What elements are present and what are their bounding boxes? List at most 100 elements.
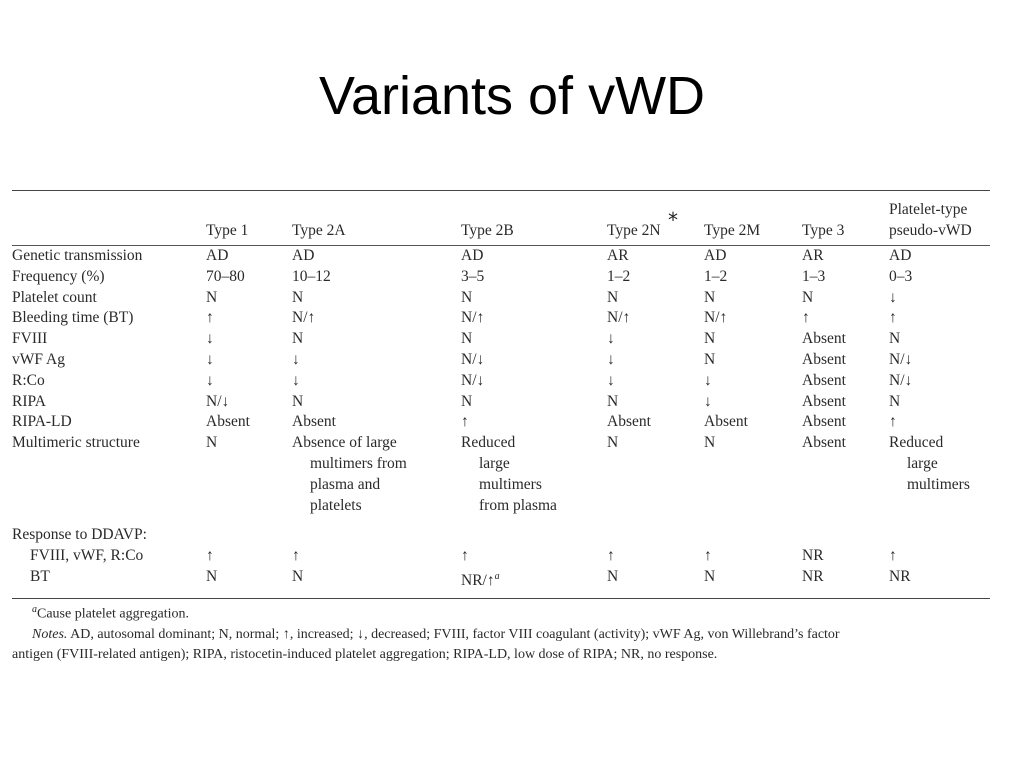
ddavp-bt-type1: N — [206, 567, 218, 585]
cell-type2a: ↑ — [292, 547, 300, 565]
multimeric-type3: Absent — [802, 434, 846, 452]
multimeric-type2b-line: Reduced — [461, 434, 516, 452]
table-row: Frequency (%) 70–80 10–12 3–5 1–2 1–2 1–3 0–3 — [12, 267, 990, 288]
cell-type2b: N — [461, 392, 473, 410]
cell-type2a: ↓ — [292, 371, 300, 389]
cell-type2m: 1–2 — [704, 267, 728, 285]
cell-type1: ↓ — [206, 330, 214, 348]
header-type1: Type 1 — [206, 222, 249, 239]
cell-type2n: ↓ — [607, 371, 615, 389]
table-top-rule — [12, 190, 990, 191]
multimeric-type2a-line: multimers from — [310, 454, 407, 472]
table-row-multimeric: Multimeric structure N Absence of large … — [12, 433, 990, 516]
cell-type1: ↑ — [206, 547, 214, 565]
table-row: FVIII ↓ N N ↓ N Absent N — [12, 329, 990, 350]
cell-platelet: N/↓ — [889, 371, 913, 389]
cell-type1: 70–80 — [206, 267, 245, 285]
cell-type2m: Absent — [704, 413, 748, 431]
multimeric-type2a-line: Absence of large — [292, 434, 397, 452]
multimeric-platelet-line: multimers — [907, 475, 970, 493]
notes-label: Notes. — [32, 626, 68, 642]
multimeric-type2a: Absence of large multimers from plasma a… — [292, 433, 461, 516]
cell-type2m: N — [704, 350, 716, 368]
cell-type1: ↑ — [206, 309, 214, 327]
notes-line1: Notes. AD, autosomal dominant; N, normal… — [12, 625, 1002, 645]
cell-type2n: AR — [607, 247, 629, 264]
footnote-text: Cause platelet aggregation. — [37, 606, 189, 622]
cell-platelet: ↓ — [889, 288, 897, 306]
multimeric-type2b: Reduced large multimers from plasma — [461, 433, 607, 516]
header-platelet-line1: Platelet-type — [889, 201, 968, 218]
table-header-row: Type 1 Type 2A Type 2B Type 2N Type 2M T… — [12, 191, 990, 245]
multimeric-type2b-line: multimers — [479, 475, 542, 493]
header-platelet-type: Platelet-type pseudo-vWD — [889, 191, 990, 245]
slide-title: Variants of vWD — [318, 66, 706, 126]
multimeric-type2b-line: from plasma — [479, 496, 557, 514]
cell-platelet: ↑ — [889, 547, 897, 565]
table-row: Genetic transmission AD AD AD AR AD AR AD — [12, 246, 990, 267]
handwritten-asterisk: * — [668, 208, 678, 232]
multimeric-type2m: N — [704, 434, 716, 452]
cell-type2b: N/↑ — [461, 309, 485, 327]
cell-type3: ↑ — [802, 309, 810, 327]
multimeric-type1: N — [206, 434, 218, 452]
cell-type2n: N — [607, 392, 619, 410]
cell-type2b: N/↓ — [461, 350, 485, 368]
cell-type2a: N — [292, 392, 304, 410]
table-row: vWF Ag ↓ ↓ N/↓ ↓ N Absent N/↓ — [12, 350, 990, 371]
cell-type2n: Absent — [607, 413, 651, 431]
multimeric-platelet-line: large — [907, 454, 938, 472]
notes-text-1: AD, autosomal dominant; N, normal; ↑, in… — [70, 626, 840, 642]
ddavp-bt-platelet: NR — [889, 567, 911, 585]
multimeric-platelet-line: Reduced — [889, 434, 944, 452]
cell-type3: 1–3 — [802, 267, 826, 285]
header-blank — [12, 191, 206, 245]
multimeric-label: Multimeric structure — [12, 434, 140, 452]
cell-label: Genetic transmission — [12, 247, 143, 264]
cell-type1: AD — [206, 247, 229, 264]
cell-type2b: ↑ — [461, 413, 469, 431]
cell-platelet: 0–3 — [889, 267, 913, 285]
cell-type2m: N — [704, 330, 716, 348]
cell-type2a: ↓ — [292, 350, 300, 368]
cell-label: R:Co — [12, 371, 45, 389]
cell-type2b: AD — [461, 247, 484, 264]
ddavp-bt-type2a: N — [292, 567, 304, 585]
cell-label: RIPA-LD — [12, 413, 72, 431]
cell-type1: N — [206, 288, 218, 306]
ddavp-bt-type2b-footnote: a — [494, 570, 500, 582]
ddavp-bt-type2b: NR/↑a — [461, 567, 607, 592]
cell-type2a: AD — [292, 247, 315, 264]
cell-type3: Absent — [802, 350, 846, 368]
cell-platelet: N — [889, 330, 901, 348]
table-row-ddavp-label: Response to DDAVP: — [12, 516, 990, 546]
ddavp-bt-label: BT — [30, 567, 50, 585]
vwd-variants-table: Type 1 Type 2A Type 2B Type 2N Type 2M T… — [12, 190, 990, 599]
table-bottom-rule — [12, 597, 990, 599]
cell-type2n: ↓ — [607, 330, 615, 348]
cell-platelet: AD — [889, 247, 912, 264]
cell-type3: AR — [802, 247, 824, 264]
cell-type2a: N — [292, 330, 304, 348]
multimeric-type2a-line: platelets — [310, 496, 362, 514]
cell-label: RIPA — [12, 392, 46, 410]
cell-type2n: N/↑ — [607, 309, 631, 327]
cell-type2m: AD — [704, 247, 727, 264]
cell-type2n: ↓ — [607, 350, 615, 368]
multimeric-platelet: Reduced large multimers — [889, 433, 990, 516]
cell-type2m: ↓ — [704, 371, 712, 389]
footnote-a: aCause platelet aggregation. — [12, 600, 1002, 625]
table-header-rule — [12, 245, 990, 246]
cell-type1: ↓ — [206, 350, 214, 368]
cell-label: FVIII, vWF, R:Co — [30, 547, 144, 565]
cell-type2m: ↑ — [704, 547, 712, 565]
multimeric-type2b-line: large — [479, 454, 510, 472]
cell-type2b: N/↓ — [461, 371, 485, 389]
cell-type2a: 10–12 — [292, 267, 331, 285]
header-type2n: Type 2N — [607, 222, 661, 239]
cell-type3: Absent — [802, 371, 846, 389]
cell-type3: NR — [802, 547, 824, 565]
cell-type2m: N/↑ — [704, 309, 728, 327]
cell-type3: N — [802, 288, 814, 306]
cell-type2n: ↑ — [607, 547, 615, 565]
